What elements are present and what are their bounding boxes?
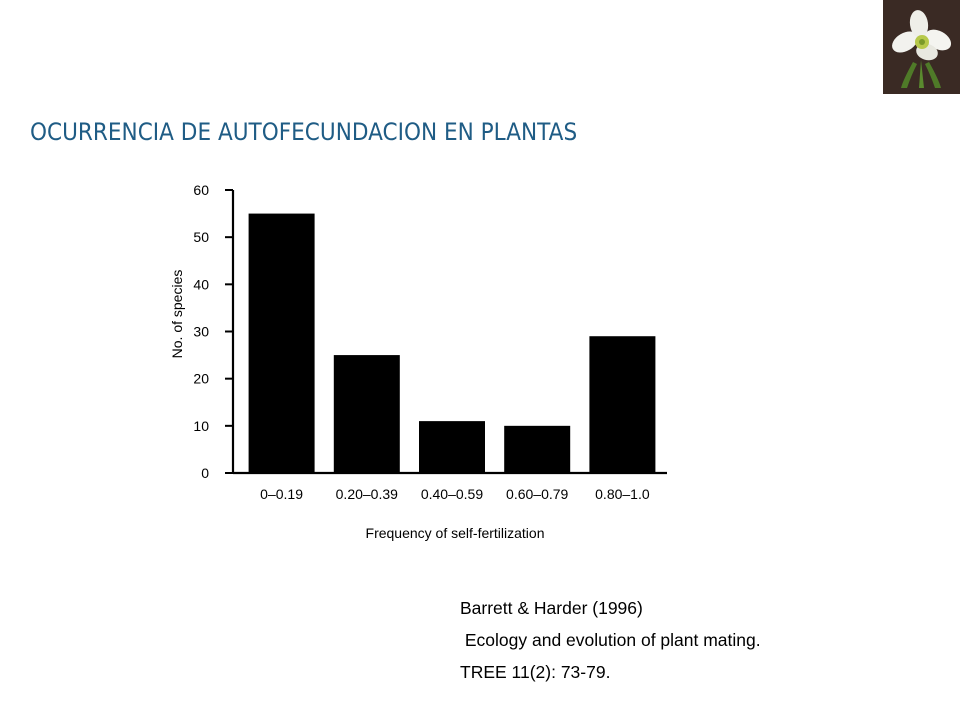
citation-title: Ecology and evolution of plant mating. <box>460 630 761 650</box>
bar-4 <box>504 425 571 473</box>
x-tick-label: 0.80–1.0 <box>595 486 650 502</box>
citation-authors: Barrett & Harder (1996) <box>460 598 643 618</box>
x-tick-label: 0.40–0.59 <box>421 486 483 502</box>
bar-3 <box>419 421 485 473</box>
bar-2 <box>333 355 400 473</box>
y-tick-label: 50 <box>193 229 209 245</box>
bar-chart: 0 10 20 30 40 50 60 0–0.19 0.20–0.39 0.40–0.59 0.6… <box>169 182 667 541</box>
y-tick-label: 40 <box>193 276 209 292</box>
y-tick-label: 0 <box>201 465 209 481</box>
y-tick-label: 30 <box>193 324 209 340</box>
citation: Barrett & Harder (1996) Ecology and evol… <box>460 592 761 688</box>
y-axis-label: No. of species <box>169 270 185 359</box>
y-tick-label: 20 <box>193 371 209 387</box>
bar-1 <box>248 213 315 474</box>
x-axis-label: Frequency of self-fertilization <box>366 525 545 541</box>
logo <box>883 0 960 94</box>
x-tick-label: 0.20–0.39 <box>336 486 398 502</box>
x-tick-label: 0–0.19 <box>260 486 303 502</box>
citation-journal: TREE 11(2): 73-79. <box>460 662 611 682</box>
x-tick-label: 0.60–0.79 <box>506 486 568 502</box>
flower-photo-icon <box>883 0 960 94</box>
bar-5 <box>589 336 656 473</box>
y-tick-label: 60 <box>193 182 209 198</box>
y-tick-label: 10 <box>193 418 209 434</box>
slide-title: OCURRENCIA DE AUTOFECUNDACION EN PLANTAS <box>30 118 578 146</box>
